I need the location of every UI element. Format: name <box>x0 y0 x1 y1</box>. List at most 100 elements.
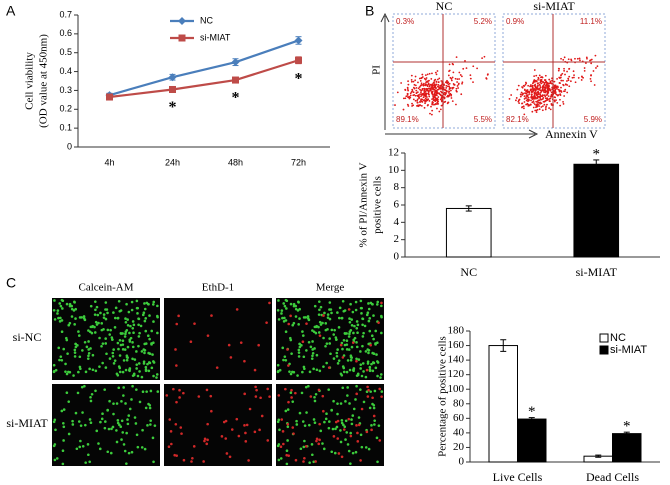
cell <box>114 306 118 310</box>
cell <box>143 302 146 305</box>
cell <box>268 301 271 305</box>
x-arrow <box>385 129 539 139</box>
event-dot <box>414 84 417 87</box>
event-dot <box>518 102 521 105</box>
cell <box>373 389 377 393</box>
cell <box>341 365 345 368</box>
cell <box>313 421 317 425</box>
event-dot <box>539 101 542 104</box>
cell <box>128 369 131 373</box>
cell <box>326 316 330 319</box>
cell <box>350 318 353 321</box>
event-dot <box>562 79 564 82</box>
bar <box>612 433 642 463</box>
cell <box>77 334 81 337</box>
event-dot <box>458 78 461 80</box>
cell <box>73 323 76 326</box>
cell <box>357 358 361 361</box>
event-dot <box>580 79 583 81</box>
event-dot <box>450 77 453 80</box>
cell <box>143 351 146 355</box>
cell <box>370 424 373 427</box>
cell <box>357 416 361 419</box>
significance: * <box>528 404 536 420</box>
cell <box>260 414 264 418</box>
cell <box>229 356 233 359</box>
event-dot <box>426 104 429 107</box>
cell <box>190 460 193 463</box>
event-dot <box>407 80 409 83</box>
row-label: si-MIAT <box>6 416 48 430</box>
event-dot <box>415 89 418 92</box>
event-dot <box>429 112 431 115</box>
cell <box>90 392 94 396</box>
cell <box>64 370 67 373</box>
cell <box>367 302 370 305</box>
cell <box>348 320 352 324</box>
cell <box>110 336 114 339</box>
event-dot <box>428 95 431 98</box>
cell <box>360 306 363 310</box>
cell <box>327 426 331 430</box>
panel-label: A <box>6 3 16 19</box>
x-tick-label: 48h <box>228 157 243 167</box>
cell <box>304 445 308 448</box>
cell <box>101 361 104 365</box>
cell <box>298 317 301 320</box>
event-dot <box>529 103 532 106</box>
event-dot <box>541 87 544 90</box>
event-dot <box>418 96 421 99</box>
cell <box>123 348 127 351</box>
cell <box>350 418 353 421</box>
cell <box>220 435 224 438</box>
series-line <box>109 39 299 97</box>
cell <box>296 374 299 377</box>
legend-swatch <box>599 345 609 355</box>
cell <box>128 338 132 342</box>
cell <box>98 365 101 368</box>
event-dot <box>525 81 527 84</box>
cell <box>344 400 347 403</box>
cell <box>369 390 372 393</box>
event-dot <box>567 58 570 61</box>
event-dot <box>439 85 442 87</box>
cell <box>124 332 127 336</box>
event-dot <box>523 101 526 103</box>
event-dot <box>425 80 428 83</box>
event-dot <box>454 77 457 80</box>
cell <box>139 324 143 328</box>
series-line <box>109 59 299 99</box>
event-dot <box>433 93 436 96</box>
event-dot <box>460 93 463 96</box>
cell <box>302 445 306 449</box>
cell <box>84 370 88 374</box>
event-dot <box>448 94 451 96</box>
event-dot <box>544 74 547 77</box>
cell <box>87 351 91 355</box>
quadrant-label: 0.3% <box>396 17 414 26</box>
cell <box>359 388 362 391</box>
event-dot <box>527 100 529 103</box>
cell <box>304 385 308 389</box>
cell <box>285 453 288 457</box>
y-tick-label: 0 <box>459 456 465 468</box>
cell <box>287 454 291 457</box>
event-dot <box>545 83 548 86</box>
event-dot <box>526 103 528 106</box>
cell <box>346 359 350 362</box>
cell <box>295 423 299 426</box>
cell <box>55 457 59 460</box>
cell <box>130 398 133 401</box>
cell <box>206 422 209 426</box>
cell <box>354 300 358 304</box>
cell <box>336 437 340 440</box>
y-tick-label: 160 <box>448 339 465 351</box>
cell <box>346 386 349 389</box>
cell <box>125 431 128 435</box>
cell <box>133 358 137 361</box>
event-dot <box>446 95 449 98</box>
cell <box>174 348 177 351</box>
event-dot <box>534 86 537 89</box>
event-dot <box>425 89 428 91</box>
